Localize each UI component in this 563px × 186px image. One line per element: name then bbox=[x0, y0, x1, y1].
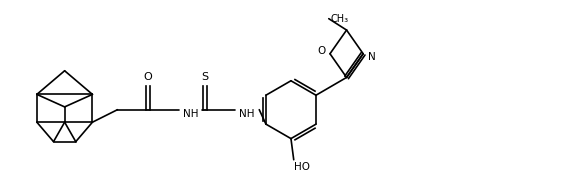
Text: HO: HO bbox=[294, 162, 310, 172]
Text: NH: NH bbox=[182, 109, 198, 118]
Text: O: O bbox=[317, 46, 325, 56]
Text: CH₃: CH₃ bbox=[331, 14, 349, 24]
Text: NH: NH bbox=[239, 109, 255, 118]
Text: S: S bbox=[201, 72, 208, 82]
Text: N: N bbox=[368, 52, 376, 62]
Text: O: O bbox=[144, 72, 153, 82]
